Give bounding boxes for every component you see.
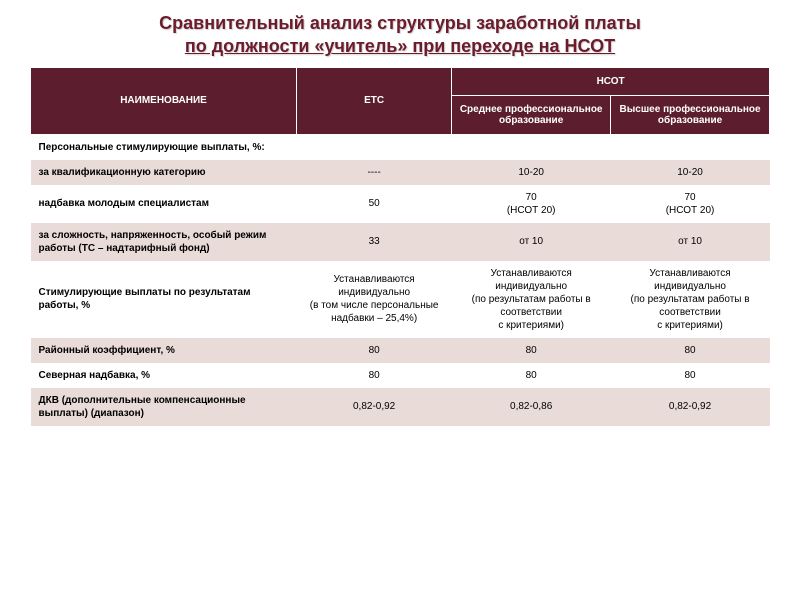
row-value-cell: 0,82-0,92: [297, 388, 452, 426]
row-value-cell: 80: [611, 338, 770, 363]
row-value-cell: 10-20: [611, 160, 770, 185]
table-row: ДКВ (дополнительные компенсационные выпл…: [31, 388, 770, 426]
row-value-cell: [452, 134, 611, 160]
row-label-cell: Районный коэффициент, %: [31, 338, 297, 363]
row-value-cell: 0,82-0,92: [611, 388, 770, 426]
row-value-cell: 50: [297, 185, 452, 223]
table-body: Персональные стимулирующие выплаты, %: з…: [31, 134, 770, 426]
table-row: за сложность, напряженность, особый режи…: [31, 223, 770, 261]
row-label-cell: надбавка молодым специалистам: [31, 185, 297, 223]
slide-title: Сравнительный анализ структуры заработно…: [30, 12, 770, 59]
row-value-cell: 33: [297, 223, 452, 261]
table-row: Стимулирующие выплаты по результатам раб…: [31, 261, 770, 338]
row-value-cell: 10-20: [452, 160, 611, 185]
row-value-cell: 80: [611, 363, 770, 388]
row-value-cell: Устанавливаются индивидуально(по результ…: [611, 261, 770, 338]
row-value-cell: от 10: [452, 223, 611, 261]
row-label-cell: Северная надбавка, %: [31, 363, 297, 388]
table-row: Персональные стимулирующие выплаты, %:: [31, 134, 770, 160]
row-label-cell: ДКВ (дополнительные компенсационные выпл…: [31, 388, 297, 426]
title-line1: Сравнительный анализ структуры заработно…: [159, 13, 641, 33]
row-label-cell: Персональные стимулирующие выплаты, %:: [31, 134, 297, 160]
row-value-cell: [297, 134, 452, 160]
row-label-cell: Стимулирующие выплаты по результатам раб…: [31, 261, 297, 338]
table-row: Северная надбавка, %808080: [31, 363, 770, 388]
row-value-cell: Устанавливаются индивидуально(по результ…: [452, 261, 611, 338]
title-line2: по должности «учитель» при переходе на Н…: [185, 36, 615, 56]
row-label-cell: за сложность, напряженность, особый режи…: [31, 223, 297, 261]
col-header-nsot: НСОТ: [452, 67, 770, 95]
col-header-etc: ЕТС: [297, 67, 452, 134]
row-value-cell: 70(НСОТ 20): [611, 185, 770, 223]
comparison-table: НАИМЕНОВАНИЕ ЕТС НСОТ Среднее профессион…: [30, 67, 770, 426]
col-header-name: НАИМЕНОВАНИЕ: [31, 67, 297, 134]
row-value-cell: [611, 134, 770, 160]
row-label-cell: за квалификационную категорию: [31, 160, 297, 185]
col-header-nsot-sub1: Среднее профессиональное образование: [452, 95, 611, 134]
row-value-cell: 80: [452, 338, 611, 363]
table-row: за квалификационную категорию----10-2010…: [31, 160, 770, 185]
row-value-cell: от 10: [611, 223, 770, 261]
col-header-nsot-sub2: Высшее профессиональное образование: [611, 95, 770, 134]
table-row: Районный коэффициент, %808080: [31, 338, 770, 363]
row-value-cell: 80: [297, 338, 452, 363]
table-row: надбавка молодым специалистам5070(НСОТ 2…: [31, 185, 770, 223]
row-value-cell: ----: [297, 160, 452, 185]
row-value-cell: 0,82-0,86: [452, 388, 611, 426]
row-value-cell: 70(НСОТ 20): [452, 185, 611, 223]
row-value-cell: 80: [452, 363, 611, 388]
row-value-cell: 80: [297, 363, 452, 388]
row-value-cell: Устанавливаются индивидуально(в том числ…: [297, 261, 452, 338]
